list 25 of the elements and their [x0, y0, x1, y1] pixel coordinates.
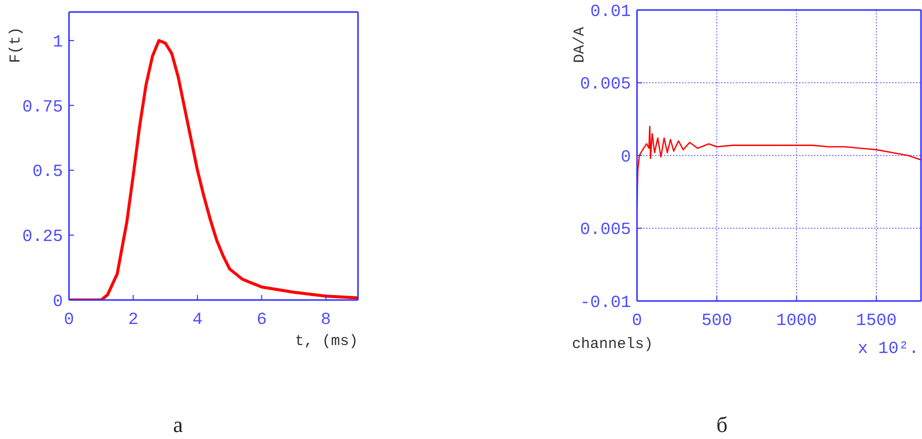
y-tick-label: 0.005 — [580, 221, 631, 240]
y-tick-label: 0.75 — [22, 98, 63, 118]
text: б — [716, 412, 728, 437]
y-tick-label: 0.01 — [590, 2, 631, 22]
y-axis-title: DA/A — [571, 26, 588, 64]
y-axis-title: F(t) — [7, 26, 24, 64]
y-tick-label: 0.005 — [580, 76, 631, 95]
x-tick-label: 1000 — [776, 312, 817, 331]
y-tick-label: 0 — [620, 148, 631, 168]
y-tick-label: -0.01 — [580, 294, 631, 313]
x-tick-label: 500 — [701, 312, 732, 331]
x-tick-label: 0 — [632, 312, 642, 331]
x-axis-title: t, (ms) — [294, 333, 358, 350]
y-tick-label: 1 — [52, 33, 63, 52]
y-tick-label: 0.25 — [22, 228, 63, 248]
x-tick-label: 4 — [192, 311, 203, 330]
x-tick-label: 8 — [320, 311, 331, 330]
x-tick-label: 6 — [256, 311, 267, 330]
text: x 10². — [858, 340, 919, 359]
x-tick-label: 2 — [128, 311, 138, 330]
x-tick-label: 1500 — [856, 312, 897, 331]
y-tick-label: 0 — [52, 292, 63, 312]
y-tick-label: 0.5 — [32, 163, 63, 182]
x-axis-title: channels) — [572, 336, 654, 353]
text: а — [173, 412, 184, 437]
